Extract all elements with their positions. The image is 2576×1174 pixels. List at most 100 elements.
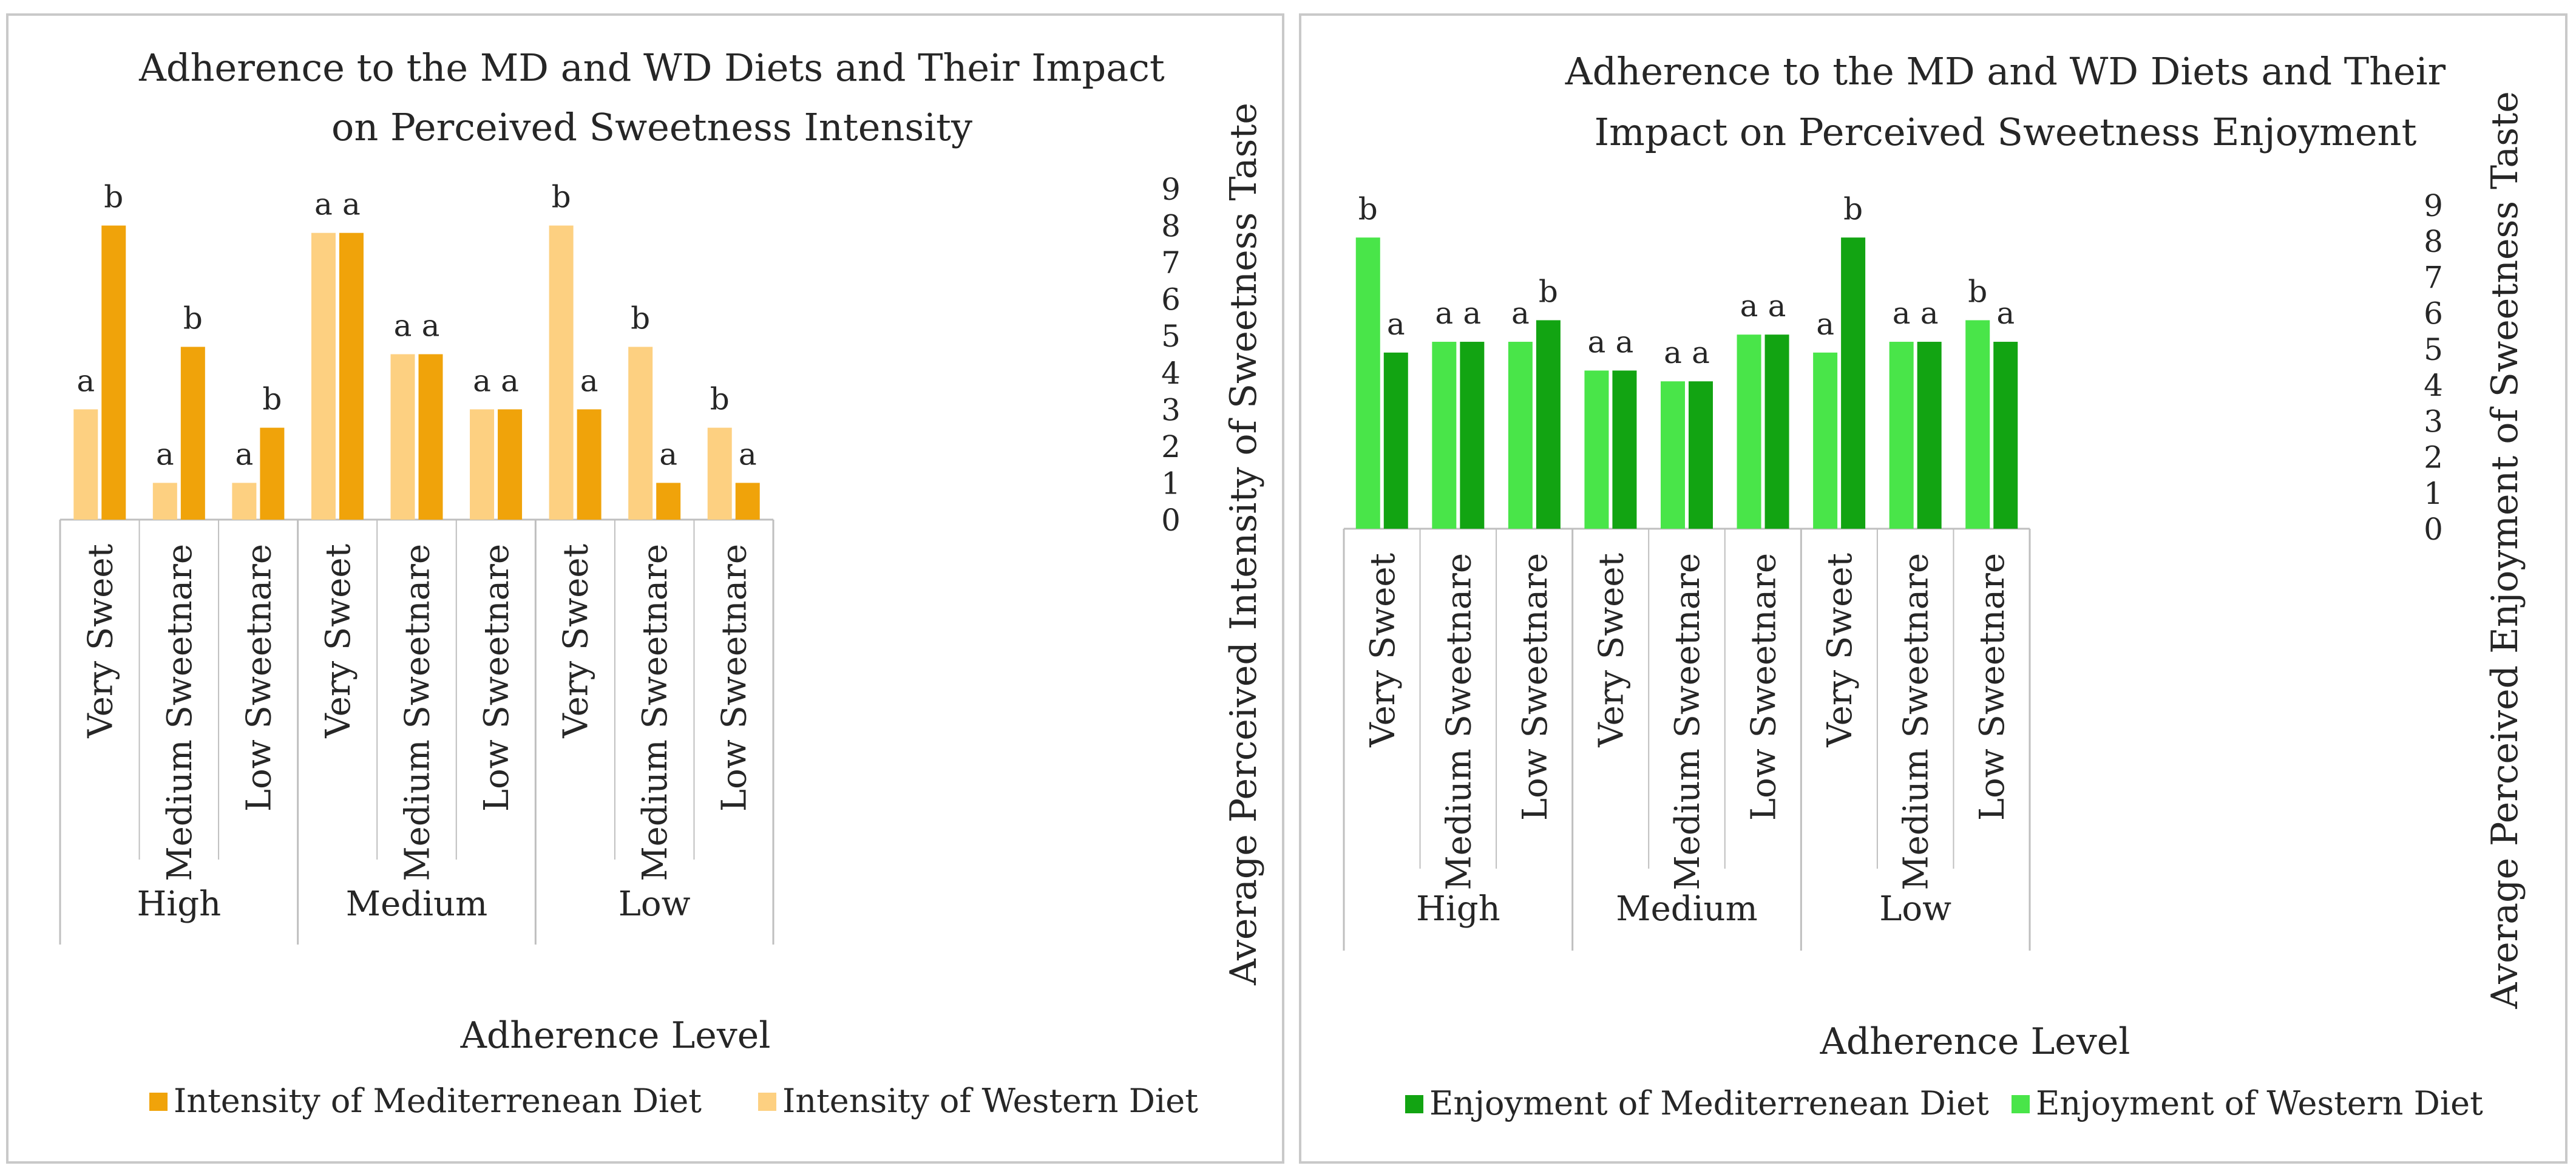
significance-label: a — [659, 436, 677, 472]
significance-label: a — [1588, 324, 1606, 359]
significance-label: a — [501, 363, 519, 398]
significance-label: a — [1893, 296, 1911, 331]
chart-title-line-1: Adherence to the MD and WD Diets and The… — [1565, 49, 2446, 93]
intensity-chart: Adherence to the MD and WD Diets and The… — [59, 46, 1265, 1120]
significance-label: b — [710, 382, 730, 417]
legend-label-western: Enjoyment of Western Diet — [2036, 1084, 2483, 1122]
y-tick-label: 7 — [2424, 260, 2443, 295]
y-tick-label: 0 — [2424, 512, 2443, 547]
y-tick-label: 6 — [2424, 296, 2443, 331]
category-label: Very Sweet — [1820, 553, 1860, 748]
category-label: Low Sweetnare — [477, 544, 517, 812]
category-label: Medium Sweetnare — [1897, 553, 1936, 891]
category-label: Medium Sweetnare — [1439, 553, 1479, 891]
bar-intensity-md — [339, 232, 364, 520]
bar-enjoyment-wd — [1965, 320, 1990, 529]
legend: Enjoyment of Mediterrenean Diet Enjoymen… — [1405, 1084, 2483, 1122]
group-label: Medium — [346, 884, 487, 924]
category-label: Very Sweet — [557, 544, 596, 739]
bar-intensity-wd — [390, 354, 415, 520]
bar-enjoyment-md — [1764, 334, 1789, 529]
bar-enjoyment-md — [1612, 370, 1637, 529]
significance-label: b — [552, 180, 571, 215]
significance-label: a — [1387, 307, 1405, 342]
enjoyment-chart: Adherence to the MD and WD Diets and The… — [1343, 49, 2526, 1122]
significance-label: a — [1996, 296, 2015, 331]
bar-enjoyment-wd — [1661, 381, 1685, 529]
y-tick-label: 8 — [1161, 209, 1181, 244]
y-tick-label: 3 — [1161, 392, 1181, 427]
bar-intensity-md — [735, 483, 760, 520]
significance-label: a — [1816, 307, 1834, 342]
bar-enjoyment-wd — [1355, 237, 1380, 529]
bar-intensity-wd — [73, 409, 98, 520]
category-label: Medium Sweetnare — [636, 544, 675, 881]
category-label: Low Sweetnare — [715, 544, 754, 812]
bar-enjoyment-wd — [1737, 334, 1761, 529]
group-label: High — [137, 884, 221, 924]
y-tick-label: 9 — [1161, 172, 1181, 207]
significance-label: b — [262, 382, 282, 417]
legend-swatch-western — [758, 1093, 776, 1111]
bar-intensity-md — [577, 409, 602, 520]
significance-label: a — [1768, 288, 1786, 324]
bar-intensity-wd — [311, 232, 336, 520]
bar-intensity-md — [498, 409, 523, 520]
significance-label: a — [342, 187, 361, 222]
enjoyment-chart-panel: Adherence to the MD and WD Diets and The… — [1299, 13, 2568, 1164]
significance-label: a — [473, 363, 491, 398]
y-tick-label: 1 — [1161, 466, 1181, 501]
y-tick-label: 2 — [1161, 429, 1181, 464]
bar-intensity-wd — [232, 483, 257, 520]
bar-enjoyment-wd — [1508, 342, 1533, 529]
group-label: Low — [619, 884, 691, 924]
y-tick-label: 5 — [1161, 319, 1181, 354]
significance-label: a — [1664, 335, 1682, 370]
y-axis-title: Average Perceived Intensity of Sweetness… — [1222, 103, 1265, 986]
significance-label: a — [1740, 288, 1758, 324]
chart-title-line-2: Impact on Perceived Sweetness Enjoyment — [1595, 110, 2417, 154]
y-tick-label: 4 — [2424, 368, 2443, 403]
bar-enjoyment-md — [1689, 381, 1713, 529]
y-tick-label: 9 — [2424, 188, 2443, 223]
category-label: Low Sweetnare — [1516, 553, 1555, 821]
legend-label-mediterranean: Enjoyment of Mediterrenean Diet — [1429, 1084, 1989, 1122]
chart-title-line-2: on Perceived Sweetness Intensity — [331, 105, 972, 149]
bar-intensity-md — [260, 427, 285, 520]
significance-label: a — [422, 308, 440, 344]
bar-intensity-md — [418, 354, 443, 520]
significance-label: a — [739, 436, 757, 472]
y-tick-label: 5 — [2424, 332, 2443, 367]
y-axis-title: Average Perceived Enjoyment of Sweetness… — [2484, 91, 2526, 1009]
category-label: Medium Sweetnare — [160, 544, 200, 881]
significance-label: b — [1358, 191, 1378, 226]
bar-enjoyment-wd — [1584, 370, 1609, 529]
bar-enjoyment-md — [1536, 320, 1561, 529]
category-label: Very Sweet — [81, 544, 120, 739]
group-label: Low — [1879, 889, 1951, 929]
legend-swatch-mediterranean — [149, 1093, 168, 1111]
significance-label: a — [1920, 296, 1939, 331]
category-label: Very Sweet — [1363, 553, 1403, 748]
significance-label: a — [314, 187, 333, 222]
bar-intensity-wd — [707, 427, 732, 520]
bar-enjoyment-wd — [1889, 342, 1914, 529]
y-tick-label: 4 — [1161, 356, 1181, 391]
x-axis-title: Adherence Level — [460, 1014, 771, 1057]
legend-label-western: Intensity of Western Diet — [782, 1082, 1198, 1120]
y-tick-label: 0 — [1161, 503, 1181, 538]
bar-intensity-wd — [470, 409, 495, 520]
intensity-chart-panel: Adherence to the MD and WD Diets and The… — [6, 13, 1284, 1164]
category-label: Very Sweet — [1591, 553, 1631, 748]
bar-intensity-wd — [152, 483, 177, 520]
y-tick-label: 1 — [2424, 476, 2443, 511]
significance-label: b — [104, 180, 123, 215]
group-label: High — [1416, 889, 1500, 929]
category-label: Very Sweet — [319, 544, 358, 739]
significance-label: b — [183, 300, 203, 336]
significance-label: a — [1463, 296, 1481, 331]
bar-enjoyment-md — [1460, 342, 1485, 529]
category-label: Medium Sweetnare — [398, 544, 438, 881]
legend-swatch-mediterranean — [1405, 1095, 1423, 1113]
y-tick-label: 7 — [1161, 245, 1181, 280]
